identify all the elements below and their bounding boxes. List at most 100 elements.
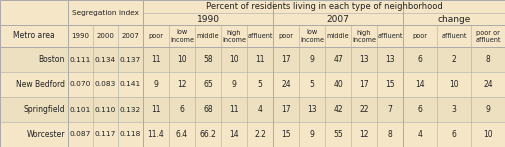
Text: 6.4: 6.4 [176, 130, 188, 139]
Text: 11: 11 [229, 105, 239, 114]
Text: high
income: high income [352, 30, 376, 42]
Text: 4: 4 [258, 105, 263, 114]
Text: 6: 6 [418, 55, 423, 64]
Text: 66.2: 66.2 [199, 130, 217, 139]
Text: 1990: 1990 [72, 33, 89, 39]
Text: 15: 15 [281, 130, 291, 139]
Text: Boston: Boston [38, 55, 65, 64]
Text: 24: 24 [483, 80, 493, 89]
Text: 0.118: 0.118 [120, 132, 141, 137]
Text: 1990: 1990 [196, 15, 220, 24]
Text: 9: 9 [154, 80, 159, 89]
Text: 17: 17 [281, 105, 291, 114]
Text: 9: 9 [310, 55, 315, 64]
Text: 11: 11 [152, 105, 161, 114]
Text: low
income: low income [300, 30, 324, 42]
Text: 0.137: 0.137 [120, 56, 141, 62]
Text: 12: 12 [359, 130, 369, 139]
Text: 3: 3 [451, 105, 457, 114]
Text: 8: 8 [486, 55, 490, 64]
Text: 0.132: 0.132 [120, 106, 141, 112]
Text: 0.083: 0.083 [95, 81, 116, 87]
Text: 47: 47 [333, 55, 343, 64]
Text: 5: 5 [310, 80, 315, 89]
Text: 10: 10 [177, 55, 187, 64]
Bar [0, 47, 505, 72]
Text: affluent: affluent [247, 33, 273, 39]
Text: 42: 42 [333, 105, 343, 114]
Bar [0, 25, 68, 47]
Bar [68, 0, 143, 47]
Text: 2: 2 [451, 55, 457, 64]
Text: 40: 40 [333, 80, 343, 89]
Text: Percent of residents living in each type of neighborhood: Percent of residents living in each type… [206, 2, 442, 11]
Text: Segregation index: Segregation index [72, 10, 139, 15]
Text: 0.110: 0.110 [95, 106, 116, 112]
Text: 68: 68 [203, 105, 213, 114]
Text: 15: 15 [385, 80, 395, 89]
Text: 0.111: 0.111 [70, 56, 91, 62]
Text: 55: 55 [333, 130, 343, 139]
Text: 0.070: 0.070 [70, 81, 91, 87]
Text: 12: 12 [177, 80, 187, 89]
Text: low
income: low income [170, 30, 194, 42]
Text: 5: 5 [258, 80, 263, 89]
Text: 0.087: 0.087 [70, 132, 91, 137]
Text: poor: poor [278, 33, 293, 39]
Text: 6: 6 [418, 105, 423, 114]
Text: 14: 14 [229, 130, 239, 139]
Text: New Bedford: New Bedford [16, 80, 65, 89]
Text: 22: 22 [359, 105, 369, 114]
Text: 2000: 2000 [96, 33, 115, 39]
Text: 13: 13 [385, 55, 395, 64]
Text: 2007: 2007 [327, 15, 349, 24]
Text: 14: 14 [415, 80, 425, 89]
Text: 10: 10 [483, 130, 493, 139]
Text: middle: middle [327, 33, 349, 39]
Text: 0.134: 0.134 [95, 56, 116, 62]
Bar [143, 0, 505, 13]
Text: 58: 58 [203, 55, 213, 64]
Text: affluent: affluent [377, 33, 403, 39]
Text: 9: 9 [486, 105, 490, 114]
Text: 11: 11 [152, 55, 161, 64]
Text: 10: 10 [449, 80, 459, 89]
Text: 7: 7 [387, 105, 392, 114]
Text: Metro area: Metro area [13, 31, 55, 41]
Text: affluent: affluent [441, 33, 467, 39]
Text: 17: 17 [281, 55, 291, 64]
Text: 0.141: 0.141 [120, 81, 141, 87]
Text: 13: 13 [307, 105, 317, 114]
Bar [143, 13, 273, 25]
Text: 11: 11 [255, 55, 265, 64]
Text: 4: 4 [418, 130, 423, 139]
Text: 0.101: 0.101 [70, 106, 91, 112]
Text: 24: 24 [281, 80, 291, 89]
Text: high
income: high income [222, 30, 246, 42]
Bar [0, 72, 505, 97]
Text: poor or
affluent: poor or affluent [475, 30, 501, 42]
Text: 65: 65 [203, 80, 213, 89]
Text: 8: 8 [388, 130, 392, 139]
Text: poor: poor [413, 33, 428, 39]
Text: 0.117: 0.117 [95, 132, 116, 137]
Bar [0, 122, 505, 147]
Text: 13: 13 [359, 55, 369, 64]
Text: 11.4: 11.4 [147, 130, 164, 139]
Text: 6: 6 [180, 105, 184, 114]
Bar [0, 97, 505, 122]
Text: poor: poor [148, 33, 164, 39]
Text: 6: 6 [451, 130, 457, 139]
Text: 9: 9 [232, 80, 236, 89]
Text: 10: 10 [229, 55, 239, 64]
Text: 2.2: 2.2 [254, 130, 266, 139]
Bar [403, 13, 505, 25]
Text: Springfield: Springfield [23, 105, 65, 114]
Bar [273, 13, 403, 25]
Text: change: change [437, 15, 471, 24]
Text: Worcester: Worcester [26, 130, 65, 139]
Text: middle: middle [196, 33, 219, 39]
Text: 17: 17 [359, 80, 369, 89]
Text: 9: 9 [310, 130, 315, 139]
Text: 2007: 2007 [122, 33, 139, 39]
